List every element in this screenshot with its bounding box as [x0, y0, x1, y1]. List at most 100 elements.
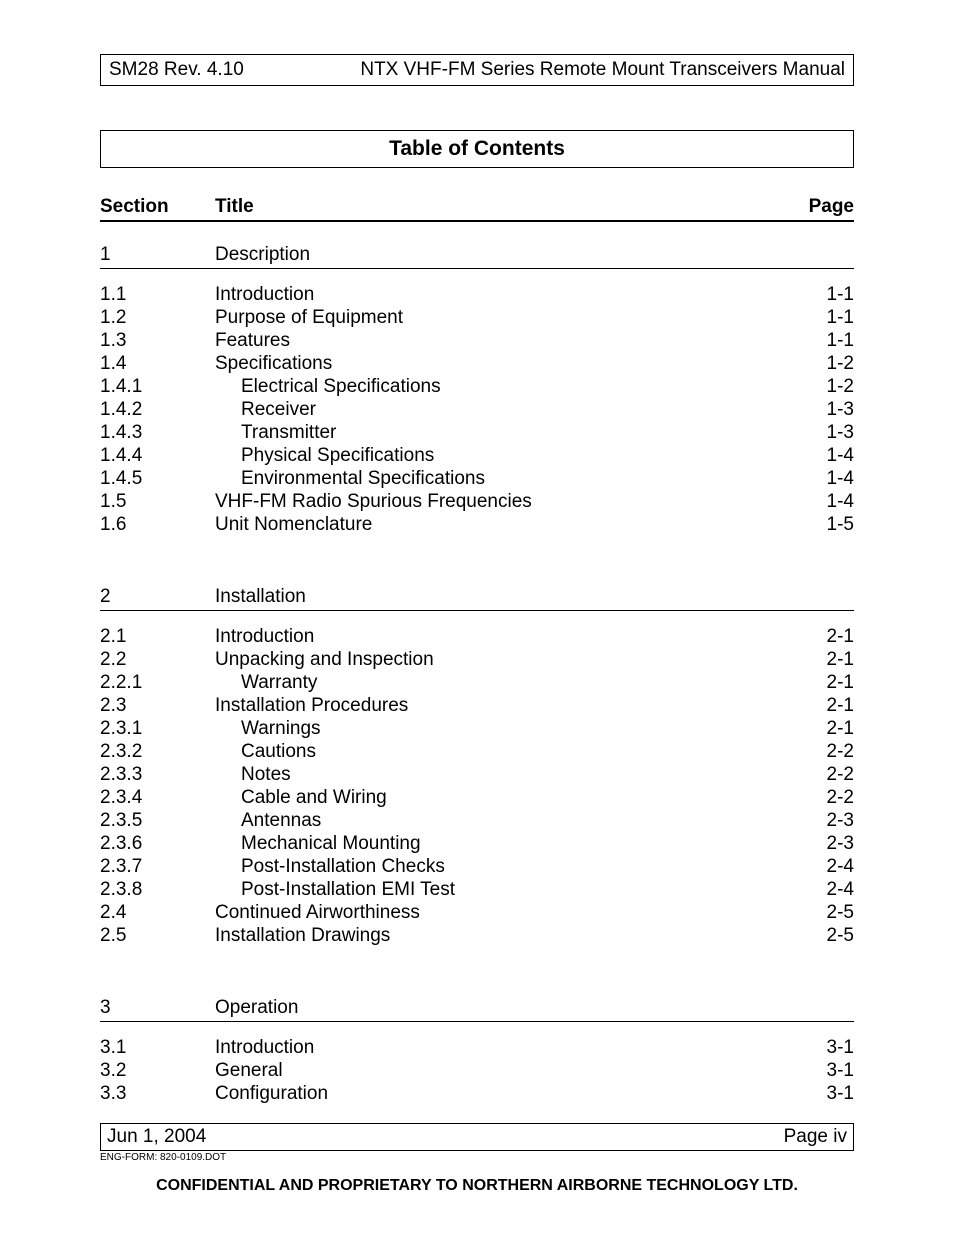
entry-title: VHF-FM Radio Spurious Frequencies — [215, 490, 784, 513]
entry-page: 2-1 — [784, 625, 854, 648]
entry-title: Introduction — [215, 1036, 784, 1059]
toc-row: 1.6Unit Nomenclature1-5 — [100, 513, 854, 536]
entry-number: 2.3.1 — [100, 717, 215, 740]
entry-title: General — [215, 1059, 784, 1082]
entry-title: Cautions — [215, 740, 784, 763]
entry-page: 1-4 — [784, 444, 854, 467]
section-heading: 1Description — [100, 244, 854, 269]
entry-number: 1.3 — [100, 329, 215, 352]
entry-title: Unit Nomenclature — [215, 513, 784, 536]
entry-title: Installation Procedures — [215, 694, 784, 717]
entry-page: 1-5 — [784, 513, 854, 536]
section-page — [784, 244, 854, 266]
entry-page: 1-2 — [784, 375, 854, 398]
toc-row: 2.2Unpacking and Inspection2-1 — [100, 648, 854, 671]
entry-number: 2.3.5 — [100, 809, 215, 832]
entry-number: 1.1 — [100, 283, 215, 306]
entry-page: 2-2 — [784, 763, 854, 786]
entry-page: 1-1 — [784, 283, 854, 306]
entry-number: 3.1 — [100, 1036, 215, 1059]
entry-page: 2-1 — [784, 694, 854, 717]
entry-page: 2-1 — [784, 648, 854, 671]
section-title: Installation — [215, 586, 784, 608]
section-number: 3 — [100, 997, 215, 1019]
section-title: Description — [215, 244, 784, 266]
toc-row: 2.3.1Warnings2-1 — [100, 717, 854, 740]
entry-page: 2-5 — [784, 901, 854, 924]
entry-page: 2-1 — [784, 671, 854, 694]
section-page — [784, 997, 854, 1019]
col-header-title: Title — [215, 196, 784, 218]
footer-page: Page iv — [784, 1126, 847, 1148]
toc-row: 2.3.7Post-Installation Checks2-4 — [100, 855, 854, 878]
entry-title: Specifications — [215, 352, 784, 375]
entry-number: 2.3.4 — [100, 786, 215, 809]
toc-row: 1.4.3Transmitter1-3 — [100, 421, 854, 444]
entry-page: 1-4 — [784, 490, 854, 513]
entry-title: Introduction — [215, 625, 784, 648]
entry-title: Features — [215, 329, 784, 352]
toc-row: 1.4Specifications1-2 — [100, 352, 854, 375]
entry-page: 2-3 — [784, 809, 854, 832]
section-number: 2 — [100, 586, 215, 608]
toc-row: 2.3.6Mechanical Mounting2-3 — [100, 832, 854, 855]
entry-number: 1.4.2 — [100, 398, 215, 421]
header-bar: SM28 Rev. 4.10 NTX VHF-FM Series Remote … — [100, 54, 854, 86]
entry-number: 2.2.1 — [100, 671, 215, 694]
toc-row: 2.4Continued Airworthiness2-5 — [100, 901, 854, 924]
entry-page: 2-2 — [784, 786, 854, 809]
entry-number: 1.4 — [100, 352, 215, 375]
toc-row: 2.5Installation Drawings2-5 — [100, 924, 854, 947]
entry-number: 2.3.6 — [100, 832, 215, 855]
entry-title: Continued Airworthiness — [215, 901, 784, 924]
toc-row: 1.2Purpose of Equipment1-1 — [100, 306, 854, 329]
toc-row: 1.1Introduction1-1 — [100, 283, 854, 306]
entry-title: Unpacking and Inspection — [215, 648, 784, 671]
section-title: Operation — [215, 997, 784, 1019]
entry-page: 2-5 — [784, 924, 854, 947]
entry-number: 2.3.7 — [100, 855, 215, 878]
entry-number: 1.4.1 — [100, 375, 215, 398]
entry-page: 3-1 — [784, 1036, 854, 1059]
entry-title: Receiver — [215, 398, 784, 421]
entry-title: Notes — [215, 763, 784, 786]
entry-title: Installation Drawings — [215, 924, 784, 947]
entry-page: 2-3 — [784, 832, 854, 855]
entry-number: 3.3 — [100, 1082, 215, 1105]
toc-row: 2.2.1Warranty2-1 — [100, 671, 854, 694]
section-heading: 3Operation — [100, 997, 854, 1022]
toc-row: 3.2General3-1 — [100, 1059, 854, 1082]
entry-number: 3.2 — [100, 1059, 215, 1082]
footer-form: ENG-FORM: 820-0109.DOT — [100, 1152, 854, 1163]
toc-row: 2.3.4Cable and Wiring2-2 — [100, 786, 854, 809]
toc-row: 3.1Introduction3-1 — [100, 1036, 854, 1059]
toc-row: 2.3.5Antennas2-3 — [100, 809, 854, 832]
page: SM28 Rev. 4.10 NTX VHF-FM Series Remote … — [0, 0, 954, 1235]
entry-number: 1.5 — [100, 490, 215, 513]
entry-number: 2.3.8 — [100, 878, 215, 901]
toc-row: 2.3.8Post-Installation EMI Test2-4 — [100, 878, 854, 901]
footer-date: Jun 1, 2004 — [107, 1126, 206, 1148]
toc-row: 1.4.1Electrical Specifications1-2 — [100, 375, 854, 398]
entry-number: 2.1 — [100, 625, 215, 648]
entry-title: Environmental Specifications — [215, 467, 784, 490]
footer-bar: Jun 1, 2004 Page iv — [100, 1123, 854, 1151]
entry-title: Transmitter — [215, 421, 784, 444]
entry-page: 1-4 — [784, 467, 854, 490]
footer-confidential: CONFIDENTIAL AND PROPRIETARY TO NORTHERN… — [100, 1177, 854, 1195]
entry-title: Warnings — [215, 717, 784, 740]
entry-title: Cable and Wiring — [215, 786, 784, 809]
entry-title: Warranty — [215, 671, 784, 694]
footer: Jun 1, 2004 Page iv ENG-FORM: 820-0109.D… — [100, 1123, 854, 1195]
col-header-section: Section — [100, 196, 215, 218]
toc-row: 1.4.2Receiver1-3 — [100, 398, 854, 421]
entry-title: Post-Installation EMI Test — [215, 878, 784, 901]
toc-row: 2.3.2Cautions2-2 — [100, 740, 854, 763]
entry-page: 2-2 — [784, 740, 854, 763]
entry-number: 1.4.4 — [100, 444, 215, 467]
entry-title: Post-Installation Checks — [215, 855, 784, 878]
entry-title: Mechanical Mounting — [215, 832, 784, 855]
entry-number: 1.2 — [100, 306, 215, 329]
entry-title: Configuration — [215, 1082, 784, 1105]
entry-page: 2-4 — [784, 855, 854, 878]
